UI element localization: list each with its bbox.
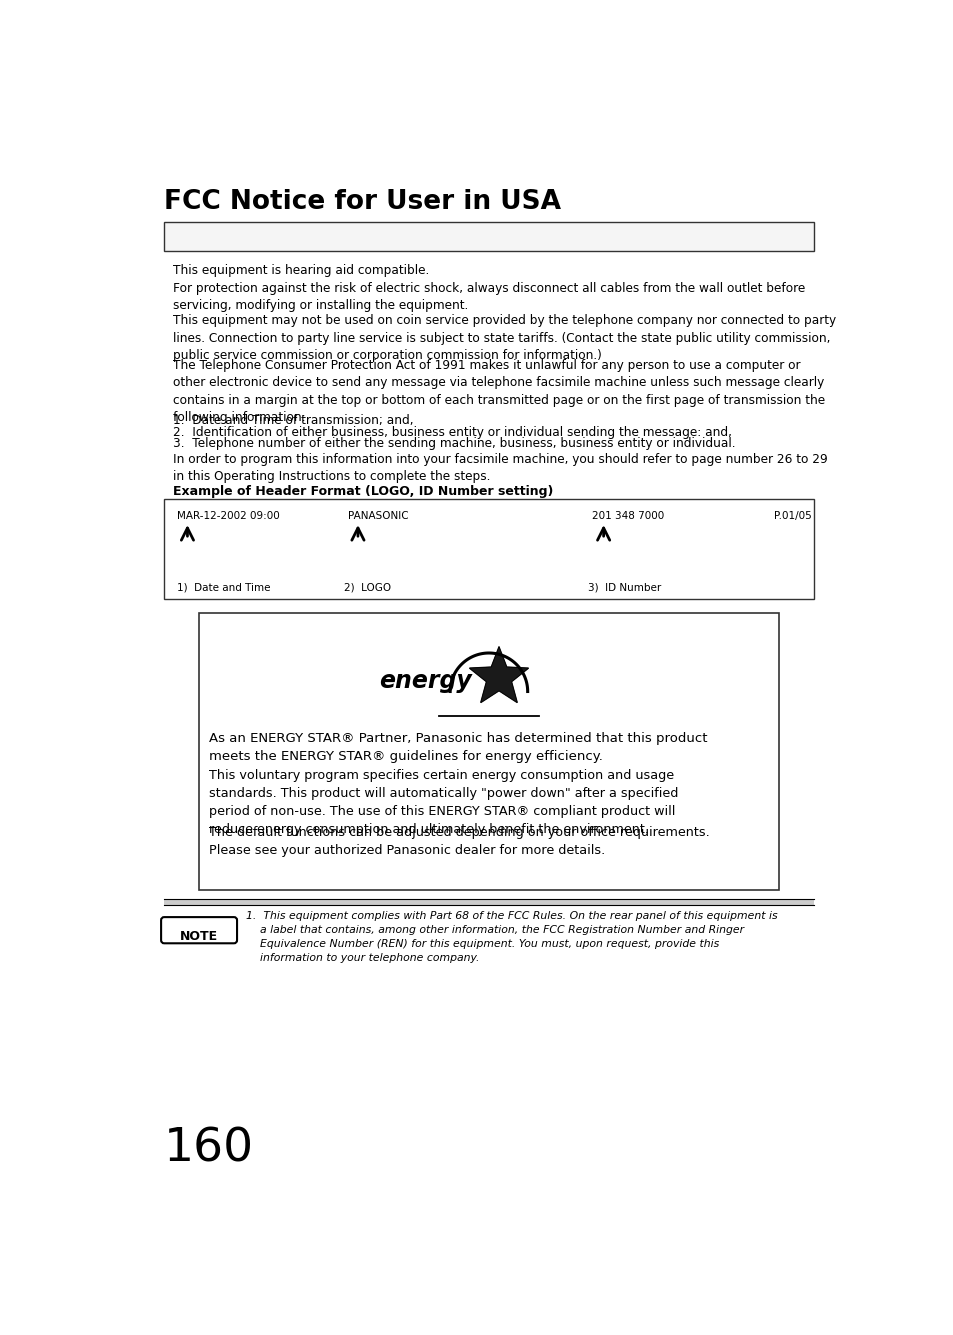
Text: As an ENERGY STAR® Partner, Panasonic has determined that this product
meets the: As an ENERGY STAR® Partner, Panasonic ha… — [209, 732, 707, 762]
FancyBboxPatch shape — [161, 917, 236, 944]
Text: MAR-12-2002 09:00: MAR-12-2002 09:00 — [177, 510, 280, 521]
Text: P.01/05: P.01/05 — [773, 510, 811, 521]
Text: For protection against the risk of electric shock, always disconnect all cables : For protection against the risk of elect… — [173, 282, 805, 312]
Text: 1.  This equipment complies with Part 68 of the FCC Rules. On the rear panel of : 1. This equipment complies with Part 68 … — [245, 910, 777, 963]
Text: 2.  Identification of either business, business entity or individual sending the: 2. Identification of either business, bu… — [173, 426, 732, 439]
FancyBboxPatch shape — [164, 499, 813, 599]
FancyBboxPatch shape — [164, 222, 813, 251]
FancyBboxPatch shape — [199, 613, 778, 890]
Text: The Telephone Consumer Protection Act of 1991 makes it unlawful for any person t: The Telephone Consumer Protection Act of… — [173, 359, 824, 425]
Text: PANASONIC: PANASONIC — [348, 510, 408, 521]
Text: The default functions can be adjusted depending on your office requirements.
Ple: The default functions can be adjusted de… — [209, 826, 709, 857]
Text: This equipment may not be used on coin service provided by the telephone company: This equipment may not be used on coin s… — [173, 314, 836, 362]
Text: 2)  LOGO: 2) LOGO — [344, 582, 391, 593]
Text: 3)  ID Number: 3) ID Number — [587, 582, 660, 593]
Text: 1)  Date and Time: 1) Date and Time — [177, 582, 271, 593]
Polygon shape — [469, 647, 528, 702]
Text: NOTE: NOTE — [180, 930, 218, 944]
Text: 1.  Date and Time of transmission; and,: 1. Date and Time of transmission; and, — [173, 414, 414, 427]
Text: energy: energy — [378, 669, 472, 693]
Text: This equipment is hearing aid compatible.: This equipment is hearing aid compatible… — [173, 264, 429, 278]
Text: FCC Notice for User in USA: FCC Notice for User in USA — [164, 190, 560, 215]
Text: Example of Header Format (LOGO, ID Number setting): Example of Header Format (LOGO, ID Numbe… — [173, 485, 554, 498]
Text: 160: 160 — [164, 1127, 254, 1172]
Text: 201 348 7000: 201 348 7000 — [592, 510, 663, 521]
Text: 3.  Telephone number of either the sending machine, business, business entity or: 3. Telephone number of either the sendin… — [173, 438, 735, 450]
Text: This voluntary program specifies certain energy consumption and usage
standards.: This voluntary program specifies certain… — [209, 769, 678, 836]
Text: In order to program this information into your facsimile machine, you should ref: In order to program this information int… — [173, 453, 827, 483]
